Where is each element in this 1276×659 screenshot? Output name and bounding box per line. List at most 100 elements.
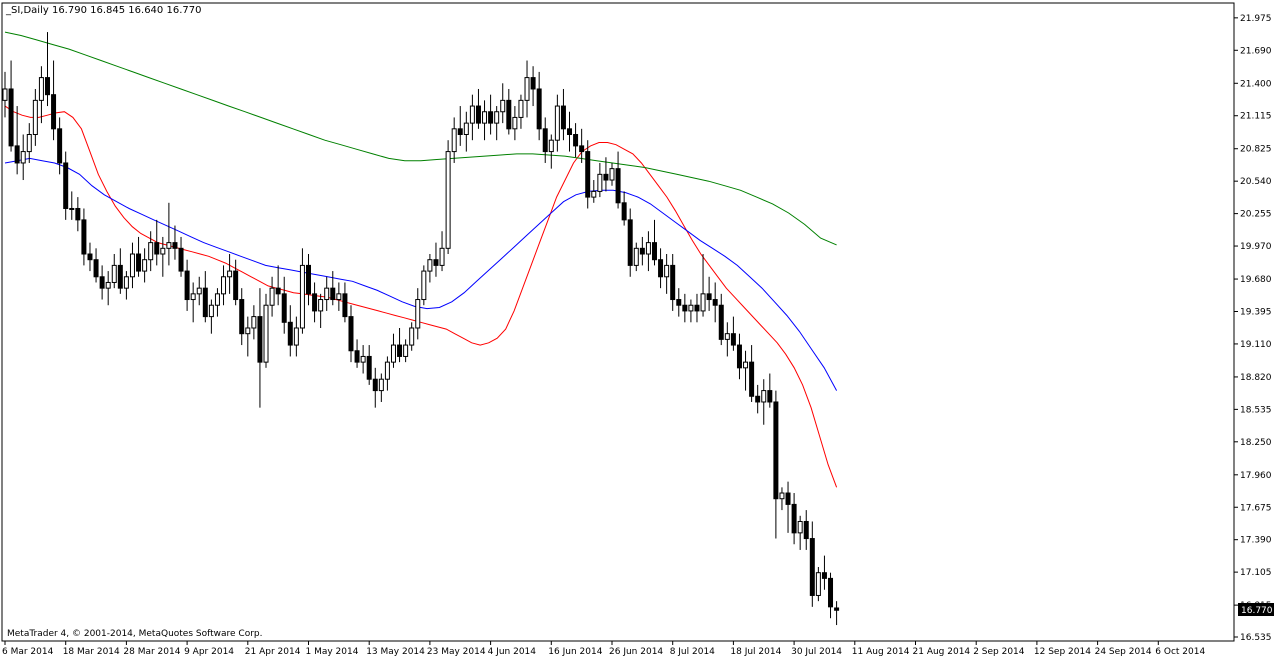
- y-tick-label: 18.535: [1240, 405, 1272, 415]
- current-price-label: 16.770: [1241, 606, 1273, 616]
- candle-body: [421, 270, 427, 301]
- candle: [251, 305, 257, 340]
- candle: [791, 493, 797, 545]
- candle-body: [560, 105, 566, 130]
- candle: [469, 94, 475, 141]
- candle-body: [117, 264, 123, 289]
- x-tick-label: 23 May 2014: [427, 647, 486, 657]
- y-tick-label: 19.680: [1240, 275, 1272, 285]
- candle-body: [366, 355, 372, 380]
- candle: [815, 567, 821, 602]
- chart-title: _SI,Daily 16.790 16.845 16.640 16.770: [5, 5, 201, 16]
- candle: [475, 88, 481, 129]
- candle: [597, 162, 603, 198]
- candle: [336, 282, 342, 311]
- candle: [366, 345, 372, 385]
- candle-body: [749, 361, 755, 397]
- candle: [32, 88, 38, 146]
- candle: [554, 94, 560, 152]
- candle-body: [299, 264, 305, 329]
- candle: [730, 316, 736, 351]
- candle: [221, 265, 227, 306]
- y-tick-label: 20.255: [1240, 210, 1272, 220]
- candle: [69, 191, 75, 220]
- candle: [797, 515, 803, 550]
- candle: [26, 123, 32, 163]
- plot-border: [1, 2, 1235, 642]
- x-tick-label: 26 Jun 2014: [609, 647, 663, 657]
- candle-body: [828, 577, 834, 608]
- candle: [208, 299, 214, 334]
- candle-body: [14, 145, 20, 164]
- candle-body: [20, 151, 26, 164]
- candle-body: [409, 327, 415, 346]
- candle: [129, 242, 135, 289]
- candle: [500, 83, 506, 124]
- candle: [670, 254, 676, 311]
- candle-body: [214, 293, 220, 306]
- candle-body: [269, 287, 275, 306]
- candle: [148, 231, 154, 272]
- candle-body: [585, 151, 591, 198]
- candle: [403, 339, 409, 363]
- candle: [439, 231, 445, 272]
- candle: [44, 32, 50, 107]
- candle: [184, 259, 190, 311]
- candle-body: [330, 287, 336, 301]
- candle-body: [761, 390, 767, 403]
- candle: [160, 236, 166, 277]
- candle-body: [160, 247, 166, 255]
- y-tick-label: 16.535: [1240, 633, 1272, 643]
- candle-body: [318, 299, 324, 312]
- candle-body: [706, 293, 712, 301]
- candle: [324, 276, 330, 311]
- moving-average-line: [4, 157, 838, 391]
- candle: [8, 60, 14, 152]
- x-tick-label: 4 Jun 2014: [488, 647, 537, 657]
- candle: [306, 254, 311, 306]
- candle: [409, 322, 415, 351]
- candle: [281, 276, 287, 334]
- candle: [488, 94, 494, 135]
- candle: [2, 71, 8, 118]
- candle-body: [658, 259, 664, 278]
- candle: [14, 106, 20, 175]
- candle-body: [736, 344, 742, 369]
- candle: [512, 106, 518, 141]
- candle-body: [785, 492, 791, 505]
- candle: [736, 333, 742, 380]
- candle: [269, 276, 275, 317]
- candle-body: [2, 88, 8, 101]
- candle: [342, 282, 348, 323]
- candle-body: [603, 173, 609, 181]
- candle-body: [682, 304, 688, 312]
- candle-body: [609, 168, 615, 181]
- x-tick-label: 2 Sep 2014: [973, 647, 1025, 657]
- candle: [299, 248, 305, 334]
- candle: [457, 106, 463, 146]
- candle: [621, 191, 627, 226]
- candle: [196, 276, 202, 306]
- candle: [658, 248, 664, 289]
- candle: [372, 367, 378, 408]
- candle-body: [208, 304, 214, 318]
- candle: [785, 481, 791, 533]
- candle-body: [815, 572, 821, 596]
- candle: [433, 242, 439, 277]
- candle-body: [196, 287, 202, 295]
- candle-body: [573, 134, 579, 147]
- candle: [548, 134, 554, 169]
- candle-body: [524, 77, 530, 101]
- candle: [724, 322, 730, 357]
- x-tick-label: 1 May 2014: [306, 647, 359, 657]
- candle: [609, 162, 615, 186]
- candle-body: [639, 247, 645, 255]
- candle-body: [69, 207, 75, 210]
- candle: [536, 71, 542, 141]
- candle-body: [142, 259, 148, 272]
- candle: [506, 88, 512, 135]
- candle-body: [63, 162, 69, 209]
- candle: [828, 572, 834, 619]
- y-tick-label: 21.115: [1240, 112, 1272, 122]
- y-tick-label: 21.975: [1240, 14, 1272, 24]
